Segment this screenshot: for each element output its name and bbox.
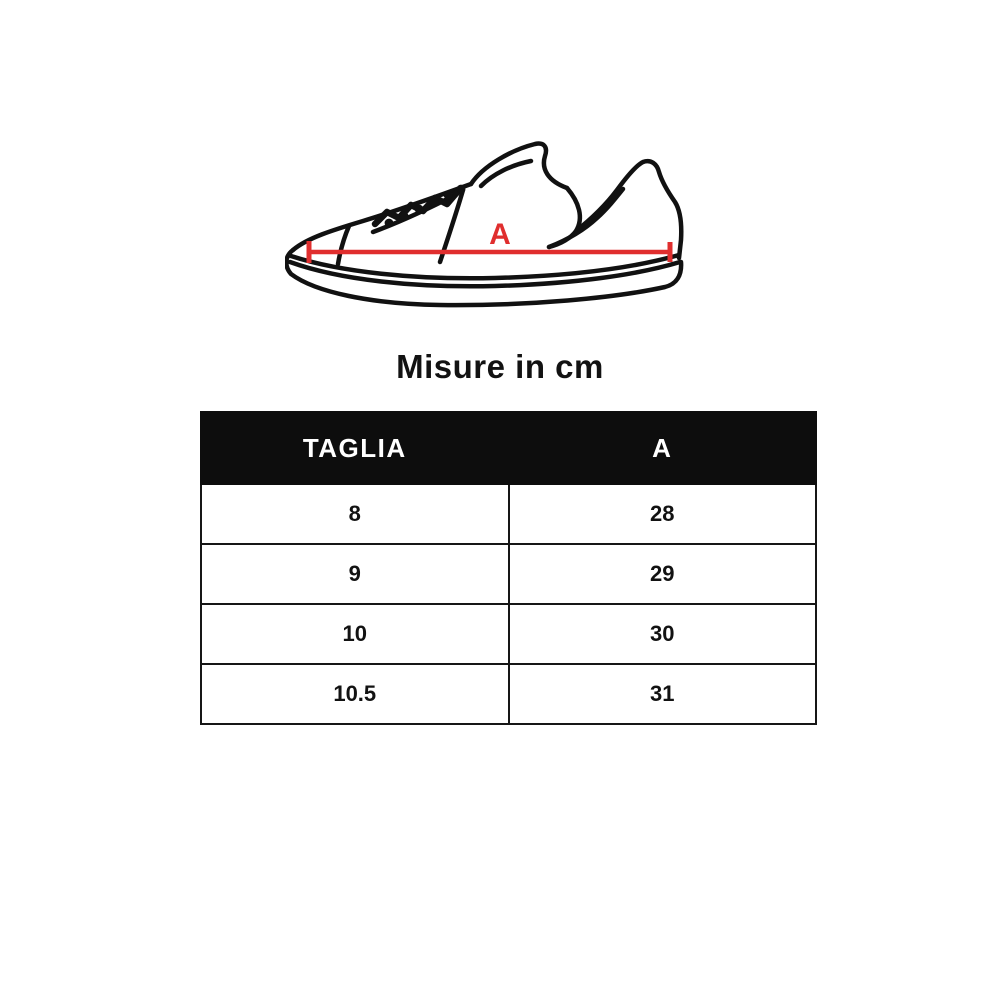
cell-a: 29 xyxy=(507,543,817,605)
measurement-line-a xyxy=(306,241,673,263)
lace-eyelets xyxy=(384,184,466,228)
size-table: TAGLIA A 8 28 9 29 10 30 10.5 31 xyxy=(200,411,817,725)
table-row: 10 30 xyxy=(200,603,817,665)
cell-taglia: 10.5 xyxy=(200,663,510,725)
page-title: Misure in cm xyxy=(396,348,604,385)
cell-taglia: 9 xyxy=(200,543,510,605)
table-row: 10.5 31 xyxy=(200,663,817,725)
cell-a: 28 xyxy=(507,483,817,545)
sneaker-illustration: A xyxy=(284,128,705,328)
cell-a: 31 xyxy=(507,663,817,725)
header-cell-taglia: TAGLIA xyxy=(200,411,510,485)
cell-a: 30 xyxy=(507,603,817,665)
table-row: 9 29 xyxy=(200,543,817,605)
measurement-label-a: A xyxy=(489,218,511,251)
cell-taglia: 10 xyxy=(200,603,510,665)
table-row: 8 28 xyxy=(200,483,817,545)
size-table-header: TAGLIA A xyxy=(200,411,817,485)
header-cell-a: A xyxy=(507,411,817,485)
cell-taglia: 8 xyxy=(200,483,510,545)
sneaker-line-art-icon: A xyxy=(284,141,684,308)
header-row: TAGLIA A xyxy=(200,411,817,485)
size-table-body: 8 28 9 29 10 30 10.5 31 xyxy=(200,483,817,725)
